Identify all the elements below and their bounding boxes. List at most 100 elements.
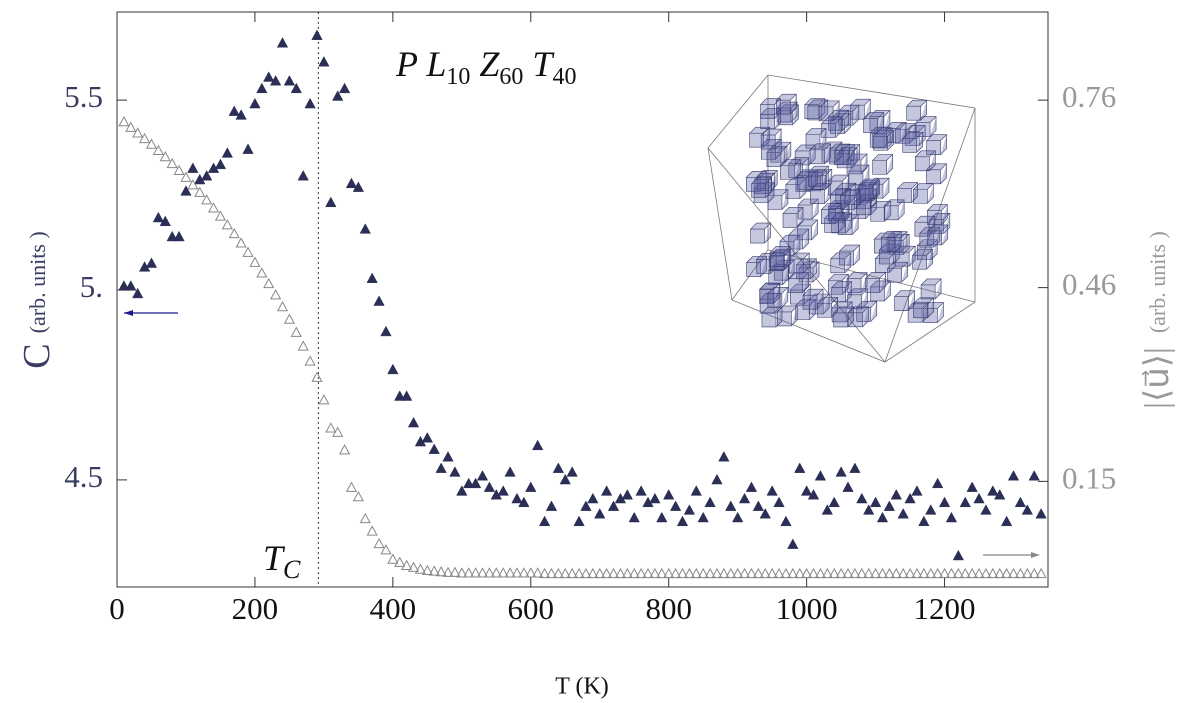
open-marker [738,567,751,579]
title-part: P L [395,44,446,84]
filled-marker [366,272,378,283]
open-marker [483,567,495,578]
open-marker [138,132,151,144]
inset-cell [883,199,905,221]
filled-marker [932,477,944,489]
open-marker [559,567,571,579]
filled-marker [242,143,254,154]
open-marker [690,567,702,579]
inset-cell [846,272,868,293]
y-axis-label-main: C [16,343,58,368]
inset-cell [872,129,895,151]
open-marker [401,559,413,570]
chart-title: P L10 Z60 T40 [395,44,576,89]
open-marker [470,567,482,578]
y2-tick-label: 0.76 [1062,79,1116,114]
inset-cell [846,153,868,175]
open-marker [828,567,840,579]
inset-cell [760,138,783,160]
filled-marker [966,481,978,492]
filled-marker [463,477,475,489]
open-marker [387,553,399,564]
filled-marker [745,481,758,492]
filled-marker [959,496,971,508]
filled-marker [283,75,296,86]
filled-marker [663,489,675,500]
open-marker [704,567,716,579]
inset-cell [920,278,942,300]
x-tick-label: 1200 [914,591,976,626]
inset-cell [864,272,887,293]
inset-cell [767,286,789,308]
filled-marker [821,504,833,515]
filled-marker [718,451,730,462]
filled-marker [304,97,316,109]
inset-cell [787,228,810,250]
inset-cell [748,126,771,148]
filled-marker [787,538,799,549]
open-marker [807,567,820,579]
filled-marker [938,496,951,508]
open-marker [732,567,744,579]
filled-marker [594,508,606,519]
filled-marker [794,462,806,473]
open-marker [856,567,868,579]
inset-cell [809,183,832,204]
inset-cell [818,100,840,122]
filled-marker [987,485,999,496]
x-tick-label: 800 [645,591,692,626]
filled-marker [449,466,461,477]
open-marker [421,564,433,575]
inset-cell [835,182,857,204]
inset-cell [894,123,916,144]
open-marker [180,171,192,182]
inset-cell [907,301,929,323]
inset-cell [782,207,804,228]
open-marker [938,567,951,579]
open-marker [821,567,833,579]
filled-marker [297,170,309,181]
open-marker [497,567,509,578]
filled-marker [945,511,958,523]
open-marker [959,567,971,579]
open-marker [759,567,771,579]
open-marker [973,567,985,579]
open-marker [614,567,627,579]
open-marker [456,567,468,578]
filled-marker [166,230,178,242]
inset-cell [807,165,830,187]
filled-marker [145,257,158,268]
open-marker [338,444,351,455]
filled-marker [725,500,737,511]
inset-cell [925,134,948,155]
filled-marker [973,492,985,504]
filled-marker [911,485,923,496]
open-marker [787,567,799,579]
x-axis-label: T (K) [555,674,609,700]
inset-cell [871,154,894,175]
open-marker [911,567,923,579]
open-marker [214,210,227,221]
filled-marker [807,489,820,500]
open-marker [159,150,171,162]
open-marker [118,115,130,127]
open-marker [773,567,785,579]
inset-cell [830,252,852,274]
open-marker [145,138,158,149]
filled-marker [428,443,440,454]
inset-cell [796,219,819,241]
open-marker [897,567,909,579]
open-marker [814,567,827,579]
filled-marker [256,82,268,94]
filled-marker [318,56,330,67]
open-marker [1007,567,1020,579]
filled-marker [394,390,406,401]
inset-cube [707,74,976,363]
filled-marker [214,158,227,170]
inset-cell [885,122,907,143]
filled-marker [504,466,516,477]
x-tick-label: 400 [370,591,417,626]
open-marker [235,237,247,248]
open-marker [359,512,371,524]
filled-marker [780,515,792,527]
